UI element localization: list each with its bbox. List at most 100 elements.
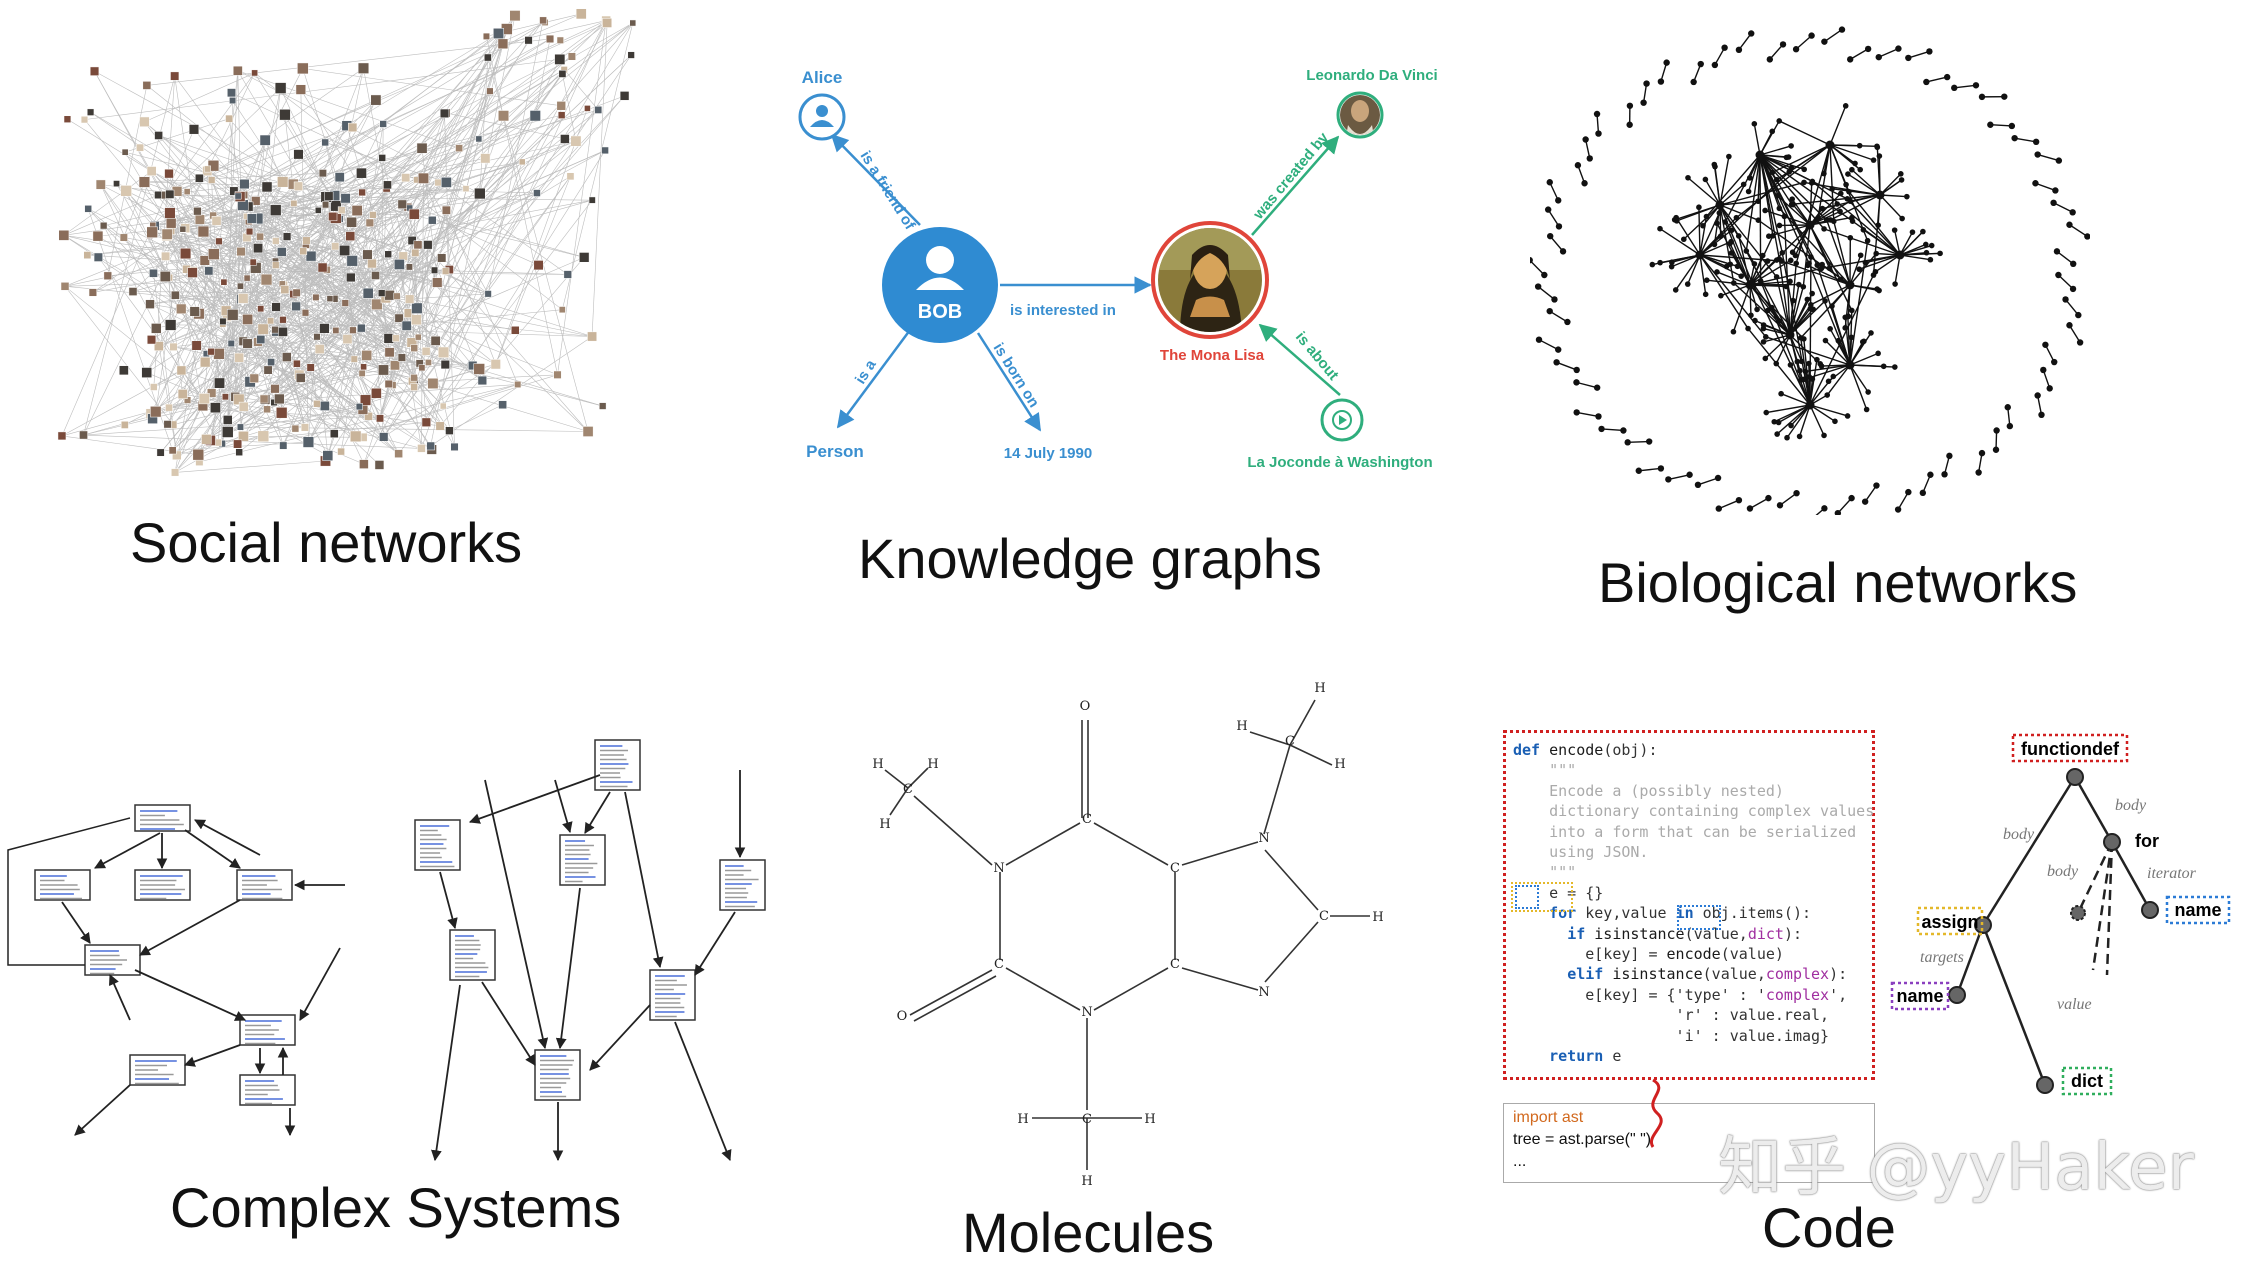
ast-name-iter-label: name: [2174, 900, 2221, 920]
snippet-import: import ast: [1513, 1109, 1583, 1127]
code-line: using JSON.: [1513, 843, 1649, 862]
document-node: [594, 739, 641, 791]
code-line: """: [1513, 761, 1577, 780]
caption-complex-systems: Complex Systems: [170, 1176, 622, 1239]
complex-systems-graph: [7, 739, 766, 1162]
code-line: e[key] = {'type' : 'complex',: [1513, 985, 1848, 1004]
complex-systems-panel: [0, 730, 780, 1170]
code-line: def encode(obj):: [1513, 741, 1658, 759]
ast-dict-label: dict: [2071, 1071, 2103, 1091]
caption-molecules: Molecules: [962, 1201, 1215, 1264]
alice-user-icon: [810, 105, 834, 127]
document-node: [534, 1049, 581, 1101]
atom-h9: H: [1236, 719, 1247, 734]
code-box: [1503, 730, 1875, 1080]
document-node: [414, 819, 461, 871]
code-panel: def encode(obj): """ Encode a (possibly …: [1495, 725, 2235, 1195]
atom-o-left: O: [897, 1009, 908, 1024]
ast-for-label: for: [2135, 831, 2159, 851]
atom-h8: H: [1314, 681, 1325, 696]
person-label: Person: [806, 442, 864, 461]
alice-label: Alice: [802, 68, 843, 87]
atom-c3: C: [1170, 957, 1180, 972]
watermark: 知乎 @yyHaker: [1718, 1131, 2194, 1205]
label-interested: is interested in: [1010, 302, 1116, 319]
edge-about: [1258, 323, 1341, 396]
atom-h4: H: [1017, 1112, 1028, 1127]
atom-h2: H: [927, 757, 938, 772]
bob-user-icon: [916, 246, 964, 290]
caption-code: Code: [1762, 1196, 1896, 1259]
caption-biological-networks: Biological networks: [1598, 551, 2078, 614]
atom-n4: N: [1258, 985, 1269, 1000]
ast-edge-body1: body: [2115, 797, 2147, 814]
node-name-target: [1948, 986, 1966, 1004]
atom-n3: N: [1258, 831, 1269, 846]
ast-tree: functiondef for assign name name dict bo…: [1649, 733, 2231, 1148]
dict-literal-highlight-box: [1511, 882, 1573, 912]
atom-c2: C: [1170, 861, 1180, 876]
snippet-parse-line: tree = ast.parse(" "): [1513, 1131, 1652, 1148]
squiggle-connector: [1649, 1078, 1663, 1148]
document-node: [449, 929, 496, 981]
leonardo-label: Leonardo Da Vinci: [1306, 67, 1437, 84]
document-node: [719, 859, 766, 911]
atom-h7: H: [1372, 910, 1383, 925]
document-node: [134, 869, 191, 901]
obj-highlight-box: [1677, 905, 1721, 930]
document-node: [129, 1054, 186, 1086]
play-icon: [1332, 410, 1352, 430]
atom-c-methyl-top: C: [1285, 734, 1295, 749]
node-functiondef: [2066, 768, 2084, 786]
date-label: 14 July 1990: [1004, 445, 1092, 462]
atom-h6: H: [1081, 1174, 1092, 1189]
document-node: [649, 969, 696, 1021]
import-line: import ast: [1513, 1109, 1584, 1126]
edge-body-for: [2073, 776, 2114, 843]
knowledge-graph: is a friend of is a is born on is intere…: [798, 67, 1438, 471]
snippet-box: [1503, 1103, 1875, 1183]
code-line: 'i' : value.imag}: [1513, 1026, 1830, 1045]
atom-h1: H: [872, 757, 883, 772]
edge-body-assign: [1981, 776, 2077, 926]
node-for: [2103, 833, 2121, 851]
code-line: for key,value in obj.items():: [1549, 904, 1812, 923]
ast-name-target-label: name: [1896, 986, 1943, 1006]
atom-c4: C: [994, 957, 1004, 972]
knowledge-graph-panel: is a friend of is a is born on is intere…: [760, 55, 1460, 485]
code-line: Encode a (possibly nested): [1513, 781, 1784, 800]
edge-born: [976, 332, 1042, 432]
document-node: [134, 804, 191, 832]
document-node: [559, 834, 606, 886]
joconde-label: La Joconde à Washington: [1247, 454, 1432, 471]
label-created: was created by: [1249, 129, 1332, 224]
social-network-panel: [30, 8, 640, 483]
label-born: is born on: [990, 340, 1043, 410]
edge-iterator: [2110, 841, 2152, 911]
atom-n1: N: [993, 861, 1004, 876]
document-node: [239, 1074, 296, 1106]
node-dict: [2036, 1076, 2054, 1094]
code-line: dictionary containing complex values: [1513, 802, 1875, 821]
document-node: [34, 869, 91, 901]
edge-body-dashed-3: [2105, 841, 2114, 976]
biological-network-panel: [1530, 25, 2090, 515]
node-name-iter: [2141, 901, 2159, 919]
ast-edge-iterator: iterator: [2147, 865, 2197, 882]
edge-body-dashed-1: [2076, 841, 2114, 914]
caption-social-networks: Social networks: [130, 511, 523, 574]
edge-value: [1981, 924, 2047, 1086]
code-line: 'r' : value.real,: [1513, 1006, 1830, 1025]
ast-edge-body2: body: [2003, 826, 2035, 843]
edge-created: [1251, 135, 1340, 236]
atom-n2: N: [1081, 1005, 1092, 1020]
code-line: into a form that can be serialized: [1513, 822, 1857, 841]
code-line: return e: [1549, 1047, 1622, 1066]
ast-assign-label: assign: [1921, 912, 1978, 932]
e-highlight-box: [1515, 885, 1539, 909]
node-dashed: [2070, 905, 2086, 921]
atom-c5: C: [1319, 909, 1329, 924]
atom-c1: C: [1082, 812, 1092, 827]
code-line: elif isinstance(value,complex):: [1567, 965, 1848, 984]
social-network-graph: [57, 8, 637, 477]
